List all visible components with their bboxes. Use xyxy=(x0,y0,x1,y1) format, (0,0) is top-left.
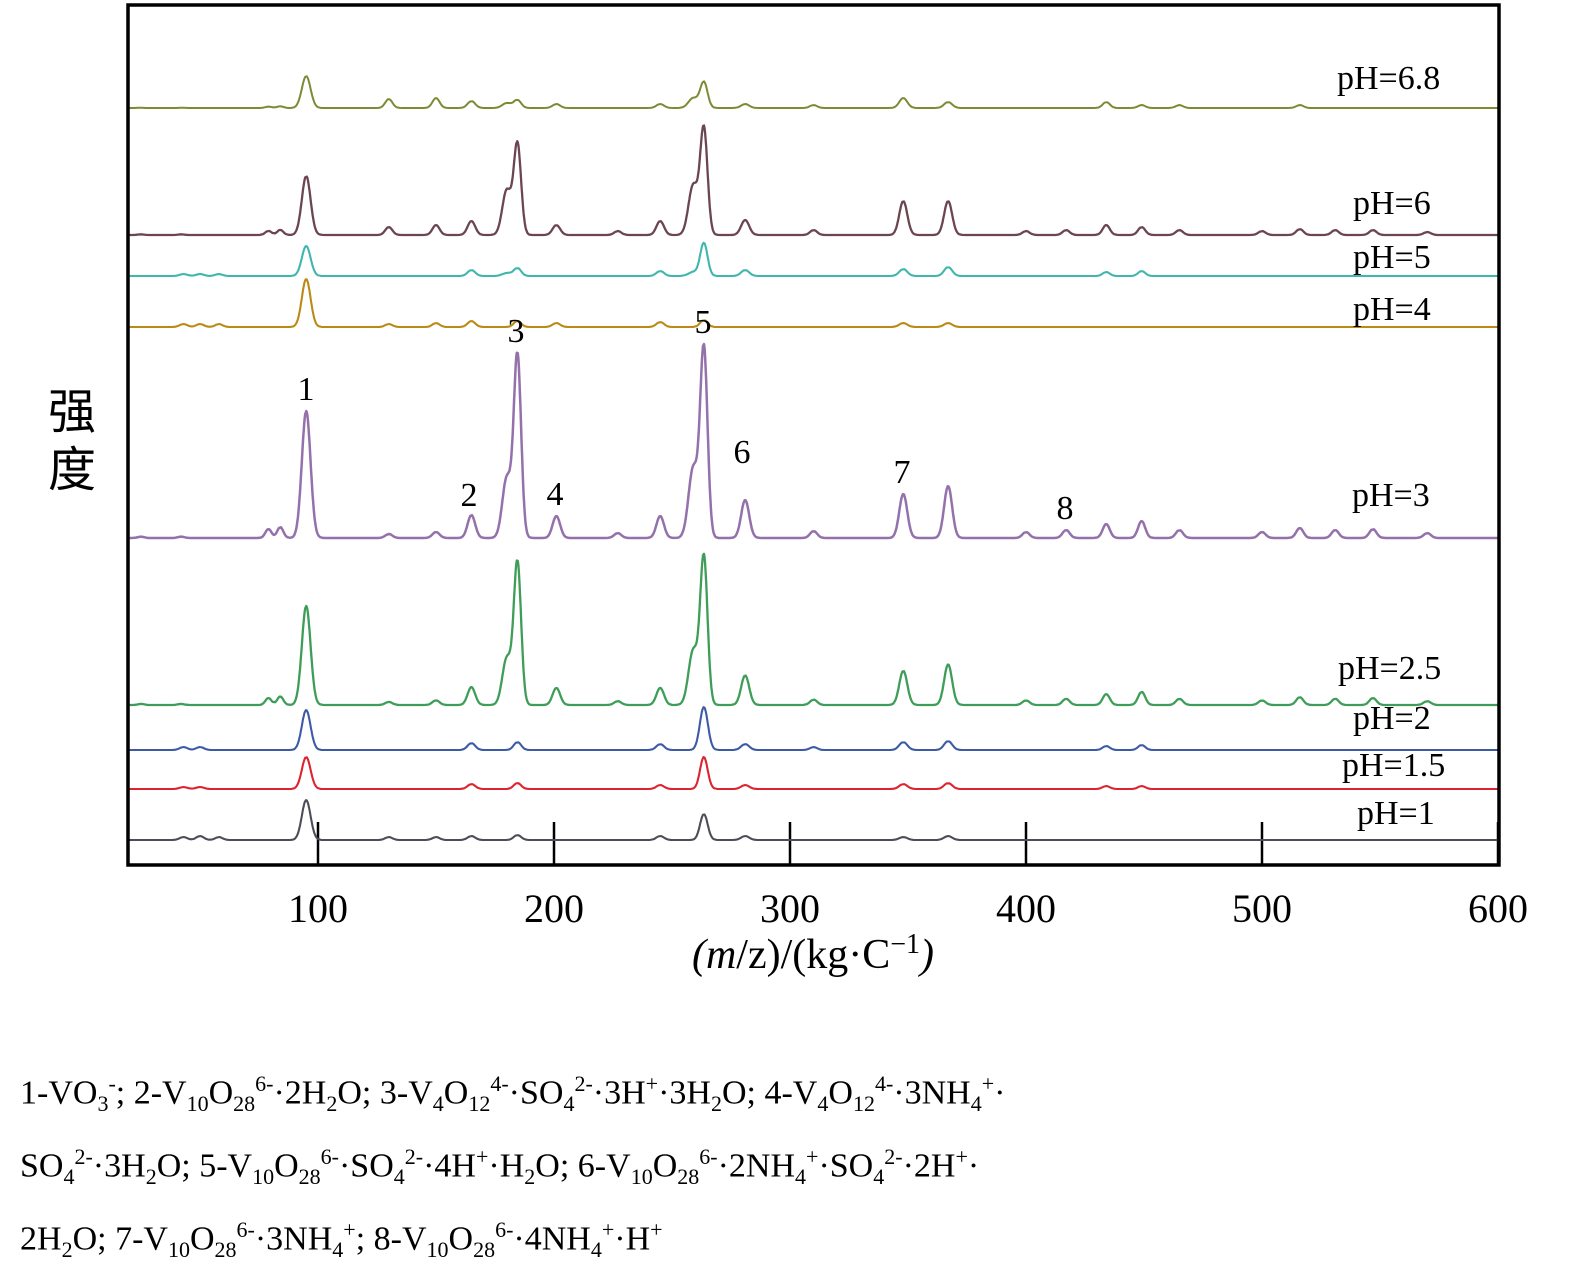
svg-text:pH=2: pH=2 xyxy=(1353,700,1431,737)
svg-text:1: 1 xyxy=(298,371,315,408)
svg-text:pH=1.5: pH=1.5 xyxy=(1342,747,1445,784)
svg-text:5: 5 xyxy=(695,304,712,341)
svg-text:pH=4: pH=4 xyxy=(1353,291,1431,328)
svg-text:8: 8 xyxy=(1057,490,1074,527)
svg-text:度: 度 xyxy=(48,444,96,497)
svg-text:pH=1: pH=1 xyxy=(1357,795,1435,832)
svg-text:3: 3 xyxy=(508,313,525,350)
svg-text:pH=2.5: pH=2.5 xyxy=(1338,650,1441,687)
svg-text:pH=6.8: pH=6.8 xyxy=(1337,60,1440,97)
svg-text:pH=6: pH=6 xyxy=(1353,185,1431,222)
svg-text:强: 强 xyxy=(48,386,96,439)
svg-text:4: 4 xyxy=(547,476,564,513)
svg-text:7: 7 xyxy=(894,454,911,491)
svg-text:2: 2 xyxy=(461,477,478,514)
svg-text:6: 6 xyxy=(734,434,751,471)
svg-text:pH=5: pH=5 xyxy=(1353,239,1431,276)
svg-text:(m/z)/(kg·C−1): (m/z)/(kg·C−1) xyxy=(692,929,934,978)
svg-text:pH=3: pH=3 xyxy=(1352,477,1430,514)
